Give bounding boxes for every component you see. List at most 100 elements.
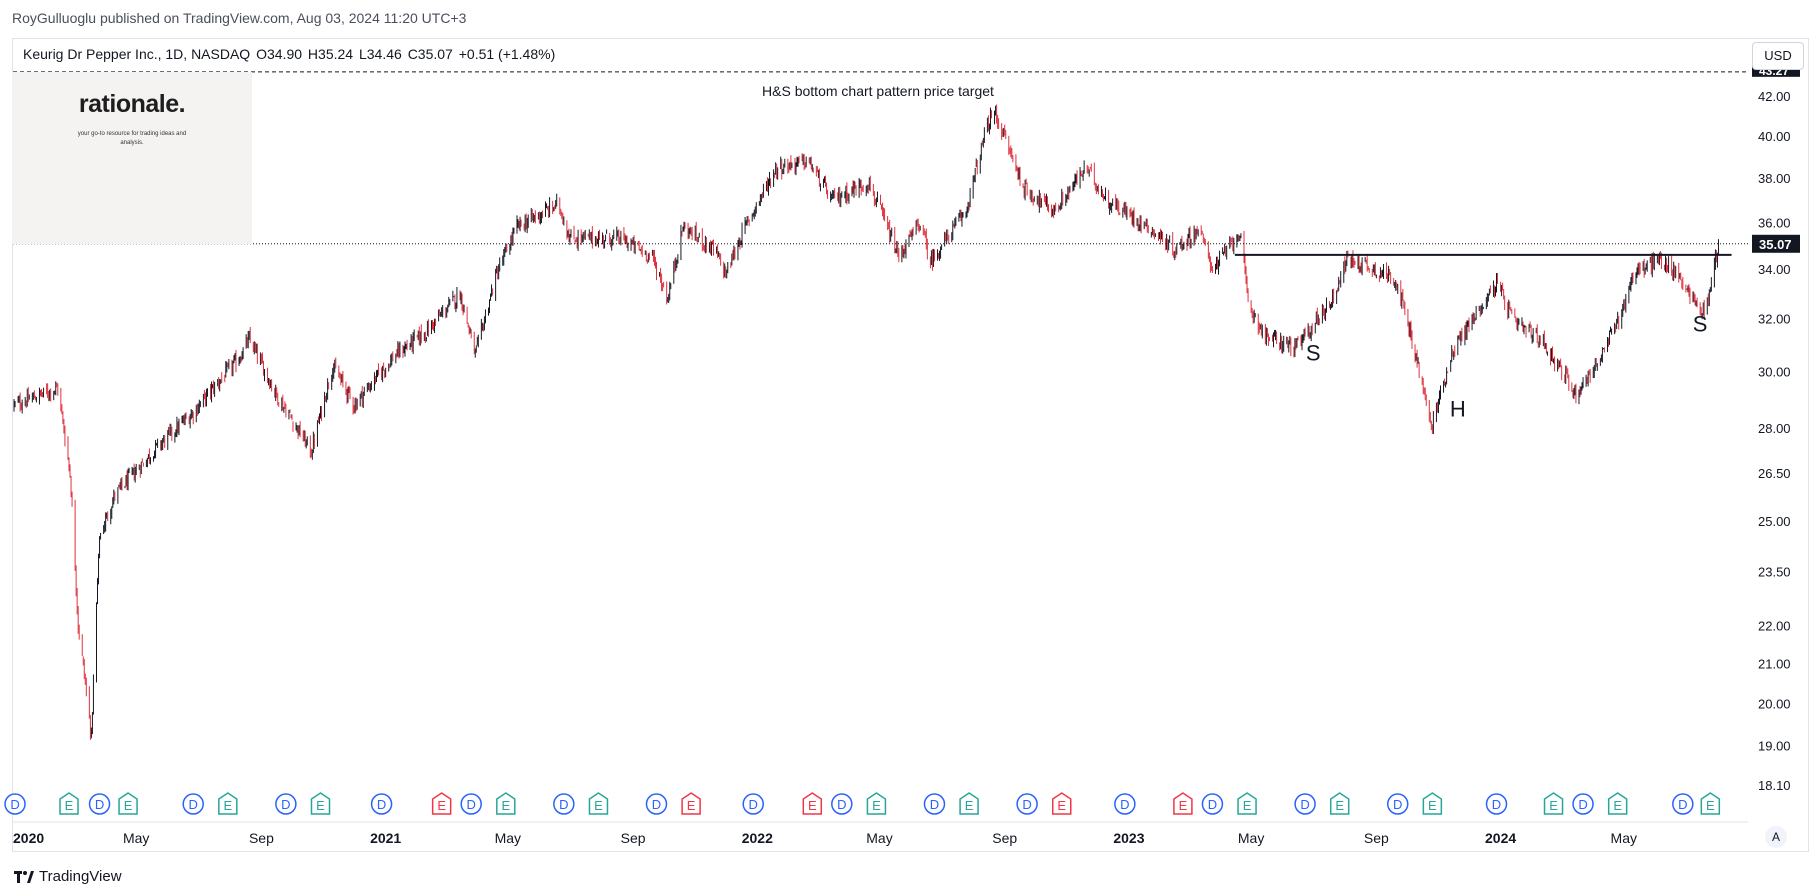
y-tick-label: 19.00 — [1758, 738, 1791, 753]
x-tick-label: May — [1611, 830, 1637, 846]
dividend-marker[interactable]: D — [460, 793, 482, 815]
earnings-marker[interactable]: E — [118, 792, 138, 815]
y-tick-label: 32.00 — [1758, 312, 1791, 327]
svg-text:D: D — [10, 797, 19, 812]
svg-text:E: E — [1549, 798, 1558, 813]
dividend-marker[interactable]: D — [1201, 793, 1224, 815]
earnings-marker[interactable]: E — [1051, 792, 1072, 815]
svg-text:D: D — [1393, 797, 1402, 812]
earnings-marker[interactable]: E — [959, 792, 979, 815]
dividend-marker[interactable]: D — [1572, 793, 1594, 815]
tradingview-logo-icon — [14, 870, 34, 883]
earnings-marker[interactable]: E — [1700, 792, 1721, 815]
earnings-marker[interactable]: E — [310, 792, 331, 815]
svg-text:D: D — [749, 797, 758, 812]
svg-text:E: E — [1335, 798, 1344, 813]
y-tick-label: 23.50 — [1758, 564, 1791, 579]
dividend-marker[interactable]: D — [1485, 793, 1508, 815]
earnings-marker[interactable]: E — [59, 792, 79, 815]
footer-brand-label: TradingView — [39, 868, 122, 885]
svg-text:E: E — [1706, 798, 1715, 813]
dividend-marker[interactable]: D — [4, 793, 26, 815]
x-tick-label: Sep — [992, 830, 1017, 846]
earnings-marker[interactable]: E — [496, 792, 516, 815]
x-tick-label: 2022 — [742, 830, 773, 846]
svg-text:E: E — [1613, 798, 1622, 813]
x-tick-label: 2021 — [370, 830, 401, 846]
chart-frame — [12, 38, 1809, 852]
dividend-marker[interactable]: D — [923, 793, 946, 815]
svg-text:E: E — [224, 798, 233, 813]
svg-text:D: D — [837, 797, 846, 812]
x-tick-label: Sep — [249, 830, 274, 846]
earnings-marker[interactable]: E — [1607, 792, 1628, 815]
earnings-marker[interactable]: E — [681, 792, 701, 815]
y-tick-label: 38.00 — [1758, 171, 1791, 186]
last-price-label: 35.07 — [1759, 237, 1792, 252]
earnings-marker[interactable]: E — [218, 792, 238, 815]
svg-text:D: D — [466, 797, 475, 812]
svg-text:D: D — [189, 797, 198, 812]
earnings-marker[interactable]: E — [1422, 792, 1443, 815]
publisher-line: RoyGulluoglu published on TradingView.co… — [12, 10, 467, 26]
auto-scale-button[interactable]: A — [1765, 826, 1787, 848]
x-tick-label: May — [1238, 830, 1264, 846]
dividend-marker[interactable]: D — [88, 793, 111, 815]
x-tick-label: Sep — [621, 830, 646, 846]
y-tick-label: 18.10 — [1758, 778, 1791, 793]
y-tick-label: 20.00 — [1758, 696, 1791, 711]
change-value: +0.51 (+1.48%) — [458, 46, 556, 62]
dividend-marker[interactable]: D — [831, 793, 853, 815]
pattern-label: S — [1693, 312, 1708, 337]
svg-text:E: E — [501, 798, 510, 813]
dividend-marker[interactable]: D — [742, 793, 764, 815]
earnings-marker[interactable]: E — [1173, 792, 1193, 815]
svg-text:D: D — [95, 797, 104, 812]
earnings-marker[interactable]: E — [1543, 792, 1564, 815]
y-tick-label: 30.00 — [1758, 365, 1791, 380]
x-tick-label: 2020 — [13, 830, 44, 846]
dividend-marker[interactable]: D — [1386, 793, 1409, 815]
y-tick-label: 34.00 — [1758, 262, 1791, 277]
y-tick-label: 25.00 — [1758, 514, 1791, 529]
earnings-marker[interactable]: E — [866, 792, 887, 815]
svg-text:D: D — [559, 797, 568, 812]
symbol-title[interactable]: Keurig Dr Pepper Inc., 1D, NASDAQ — [23, 46, 251, 62]
x-tick-label: May — [495, 830, 521, 846]
dividend-marker[interactable]: D — [553, 793, 575, 815]
pattern-label: H — [1450, 396, 1466, 421]
earnings-marker[interactable]: E — [802, 792, 823, 815]
svg-text:E: E — [437, 798, 446, 813]
dividend-marker[interactable]: D — [1016, 793, 1038, 815]
price-axis: 42.00 40.00 38.00 36.00 34.00 32.00 30.00 28.00… — [1752, 62, 1800, 793]
dividend-marker[interactable]: D — [645, 793, 668, 815]
svg-text:E: E — [1243, 798, 1252, 813]
svg-text:D: D — [930, 797, 939, 812]
earnings-marker[interactable]: E — [1237, 792, 1257, 815]
svg-text:D: D — [1120, 797, 1129, 812]
last-price-badge — [1752, 234, 1800, 253]
dividend-marker[interactable]: D — [1294, 793, 1316, 815]
dividend-marker[interactable]: D — [1114, 793, 1136, 815]
svg-text:D: D — [1578, 797, 1587, 812]
dividend-marker[interactable]: D — [182, 793, 204, 815]
svg-text:D: D — [652, 797, 661, 812]
y-tick-label: 28.00 — [1758, 421, 1791, 436]
svg-text:E: E — [1428, 798, 1437, 813]
earnings-marker[interactable]: E — [588, 792, 609, 815]
currency-button[interactable]: USD — [1752, 42, 1804, 70]
svg-text:D: D — [1208, 797, 1217, 812]
dividend-marker[interactable]: D — [370, 793, 393, 815]
symbol-legend: Keurig Dr Pepper Inc., 1D, NASDAQ O34.90… — [23, 46, 557, 62]
y-tick-label: 42.00 — [1758, 89, 1791, 104]
dividend-marker[interactable]: D — [275, 793, 297, 815]
earnings-marker[interactable]: E — [1329, 792, 1350, 815]
footer-brand[interactable]: TradingView — [14, 868, 122, 885]
earnings-marker[interactable]: E — [431, 792, 452, 815]
svg-text:D: D — [1300, 797, 1309, 812]
svg-text:E: E — [594, 798, 603, 813]
x-tick-label: May — [123, 830, 149, 846]
dividend-marker[interactable]: D — [1672, 793, 1694, 815]
